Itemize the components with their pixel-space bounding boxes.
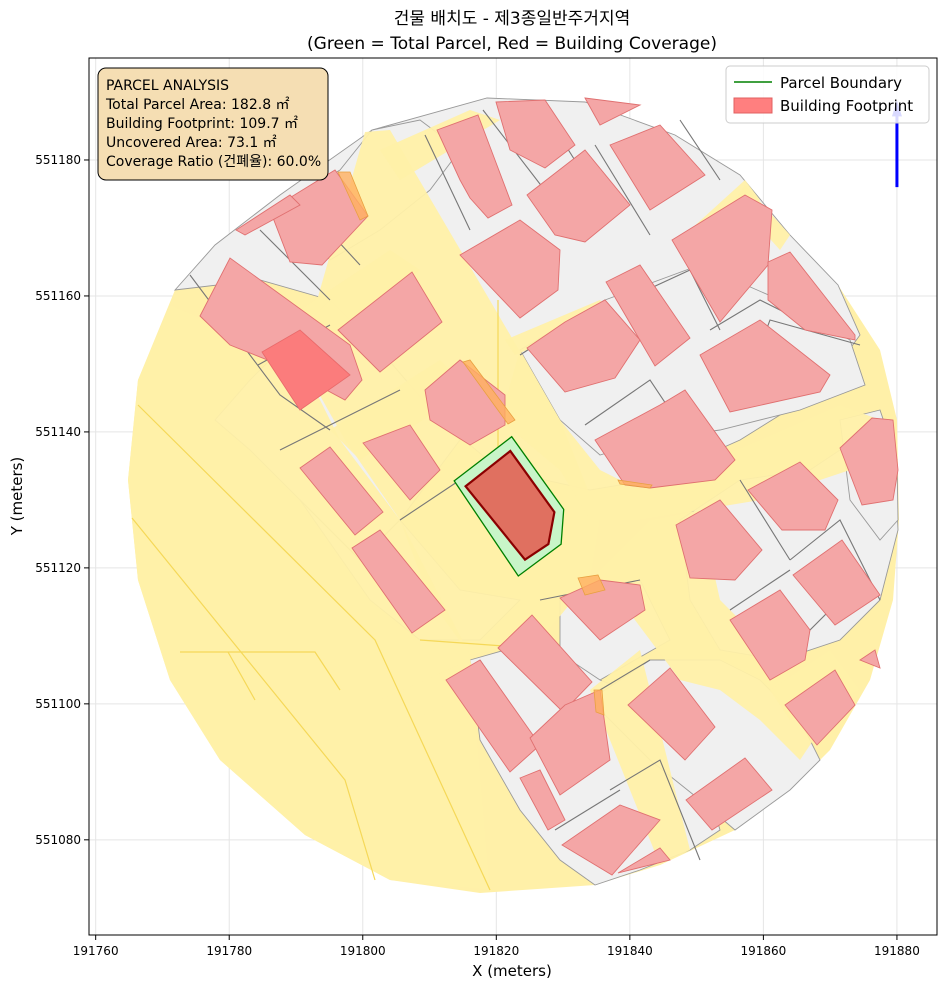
chart-title: 건물 배치도 - 제3종일반주거지역 <box>394 9 630 29</box>
y-tick-label: 551120 <box>35 561 81 575</box>
context-building <box>859 649 881 669</box>
context-building <box>519 769 566 831</box>
context-building <box>609 124 706 211</box>
context-building <box>627 667 716 761</box>
context-building <box>495 99 576 169</box>
context-building <box>767 251 856 341</box>
road-strip <box>590 650 690 865</box>
context-building <box>526 299 641 393</box>
context-building <box>299 446 384 536</box>
context-building <box>235 194 301 236</box>
y-axis-label: Y (meters) <box>8 457 26 537</box>
x-tick-label: 191820 <box>473 944 519 958</box>
context-building <box>262 330 350 410</box>
road-strip <box>128 305 490 890</box>
road-line <box>227 651 256 701</box>
lot-line <box>259 229 331 301</box>
context-building <box>337 271 443 373</box>
info-box-line: Coverage Ratio (건폐율): 60.0% <box>106 154 321 170</box>
context-building <box>617 479 653 489</box>
x-tick-label: 191860 <box>740 944 786 958</box>
context-building <box>685 757 773 831</box>
context-building <box>337 171 369 221</box>
legend-frame <box>725 65 930 124</box>
road-strip <box>590 510 820 760</box>
context-building <box>792 539 881 626</box>
y-tick-label: 551080 <box>35 833 81 847</box>
context-building <box>699 319 831 413</box>
y-axis: 551080 551100 551120 551140 551160 551180 <box>35 153 89 847</box>
x-tick-label: 191780 <box>206 944 252 958</box>
x-tick-label: 191840 <box>607 944 653 958</box>
context-building <box>526 149 631 243</box>
context-building <box>351 529 446 634</box>
road-line <box>137 404 491 891</box>
context-building <box>577 574 606 596</box>
context-building <box>529 689 611 796</box>
context-building <box>593 689 605 716</box>
context-building <box>671 194 773 323</box>
x-tick-label: 191760 <box>73 944 119 958</box>
plot-content <box>128 97 899 893</box>
y-tick-label: 551160 <box>35 289 81 303</box>
info-box-background <box>97 67 329 181</box>
lot-line <box>424 134 471 231</box>
info-box-heading: PARCEL ANALYSIS <box>106 78 229 94</box>
x-axis-label: X (meters) <box>472 962 552 980</box>
x-tick-label: 191800 <box>340 944 386 958</box>
chart-subtitle: (Green = Total Parcel, Red = Building Co… <box>307 34 717 54</box>
legend-parcel-label: Parcel Boundary <box>780 74 902 92</box>
y-tick-label: 551180 <box>35 153 81 167</box>
lot-line <box>554 789 621 831</box>
context-building <box>561 804 661 876</box>
context-building <box>839 417 899 506</box>
lot-line <box>279 389 401 451</box>
context-building <box>436 114 513 219</box>
lot-line <box>739 479 791 561</box>
legend-building-label: Building Footprint <box>780 97 913 115</box>
y-tick-label: 551140 <box>35 425 81 439</box>
context-building <box>729 589 811 681</box>
info-box-line: Building Footprint: 109.7 ㎡ <box>106 116 298 132</box>
road-strip <box>300 250 420 340</box>
context-building <box>584 97 642 126</box>
y-tick-label: 551100 <box>35 697 81 711</box>
lot-line <box>789 519 881 601</box>
parcel-analysis-box: PARCEL ANALYSIS Total Parcel Area: 182.8… <box>97 67 329 181</box>
subject-layer <box>453 435 565 577</box>
lot-line <box>399 479 461 521</box>
x-tick-label: 191880 <box>874 944 920 958</box>
info-box-line: Total Parcel Area: 182.8 ㎡ <box>105 97 290 113</box>
context-building <box>747 461 839 531</box>
context-building <box>675 499 763 581</box>
plot-frame <box>88 57 938 936</box>
context-building <box>617 847 671 874</box>
road-line <box>131 517 376 881</box>
context-building <box>784 669 856 746</box>
road-line <box>180 651 341 691</box>
lot-line <box>729 569 791 611</box>
context-building <box>362 424 441 501</box>
lot-line <box>679 119 721 181</box>
lot-line <box>599 659 651 691</box>
legend-building-swatch <box>733 97 773 114</box>
lot-line <box>594 144 651 236</box>
x-axis: 191760 191780 191800 191820 191840 191860 1918… <box>73 935 920 958</box>
info-box-line: Uncovered Area: 73.1 ㎡ <box>106 135 277 151</box>
subject-building <box>464 449 556 562</box>
legend: Parcel Boundary Building Footprint <box>725 65 930 124</box>
context-building <box>497 614 593 713</box>
context-building <box>459 219 561 319</box>
context-building <box>462 359 516 425</box>
lot-line <box>609 759 701 861</box>
